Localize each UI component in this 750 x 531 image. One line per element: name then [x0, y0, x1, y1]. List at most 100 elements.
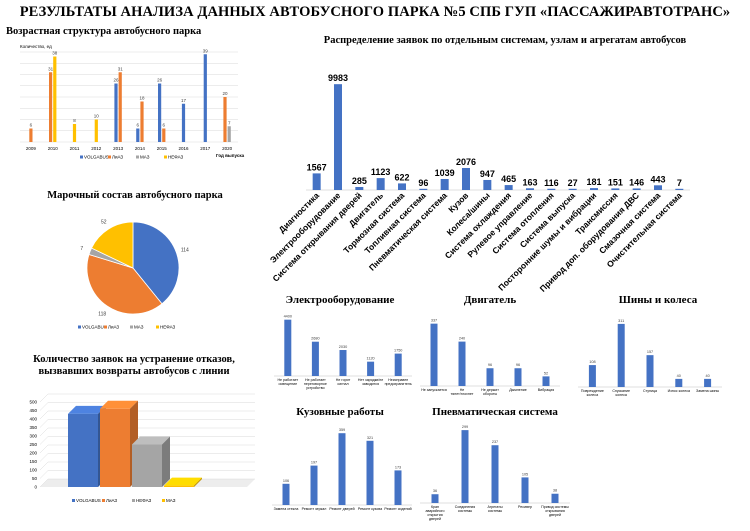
age-chart-bar-НЕФАЗ [72, 124, 77, 142]
engine-chart-tick-label: тянет/глохнет [451, 392, 474, 396]
pneumo-chart-data-label: 299 [462, 425, 468, 429]
electro-chart-tick-label: устройство [306, 386, 325, 390]
brand-pie-slice-ЛиАЗ [86, 254, 163, 315]
returns-chart-tick-label: 400 [29, 417, 37, 422]
age-chart-data-label: 38 [52, 51, 58, 56]
returns-chart-gridline [39, 402, 49, 411]
systems-chart-bar [611, 188, 620, 190]
systems-chart-data-label: 1567 [307, 162, 327, 172]
age-chart-data-label: 31 [118, 66, 124, 71]
engine-chart-data-label: 240 [459, 337, 465, 341]
age-chart-bar-VOLGABUS [114, 83, 118, 142]
age-chart-data-label: 26 [157, 78, 163, 83]
age-chart-bar-НЕФАЗ [94, 119, 98, 142]
systems-chart-data-label: 947 [480, 169, 495, 179]
pneumo-chart-tick-label: дверей [549, 513, 561, 517]
returns-chart-gridline [39, 393, 49, 403]
age-chart-data-label: 26 [113, 78, 119, 83]
age-chart-data-label: 18 [139, 96, 145, 101]
brand-legend-entry: ЛиАЗ [108, 325, 119, 330]
age-chart-tick-label: 2015 [157, 146, 168, 151]
pneumo-chart-data-label: 36 [433, 489, 437, 493]
systems-chart-tick-label: Система открывания дверей [270, 190, 363, 283]
pneumo-chart-bar [431, 494, 439, 503]
age-chart-legend-entry: VOLGABUS [84, 155, 109, 160]
pneumo-chart-data-label: 237 [492, 440, 498, 444]
tires-chart-title: Шины и колеса [618, 294, 698, 306]
pneumo-chart-tick-label: Кран [431, 505, 439, 509]
brand-legend-swatch [78, 325, 81, 329]
brand-pie-data-label: 52 [101, 219, 107, 225]
systems-chart-bar [355, 186, 364, 190]
returns-chart-tick-label: 50 [32, 476, 38, 481]
pneumo-chart-bar [551, 493, 559, 503]
returns-chart-tick-label: 0 [34, 485, 37, 490]
systems-chart-bar [590, 188, 598, 190]
returns-legend-entry: VOLGABUS [76, 498, 101, 503]
returns-legend-entry: НЕФАЗ [136, 498, 152, 503]
returns-bar-top-НЕФАЗ [132, 436, 170, 445]
systems-chart-bar [312, 173, 321, 190]
returns-legend-entry: ЛиАЗ [106, 498, 117, 503]
age-chart-tick-label: 2016 [178, 146, 189, 151]
systems-chart-bar [675, 188, 684, 190]
systems-chart-title: Распределение заявок по отдельным систем… [323, 35, 687, 46]
engine-chart-data-label: 337 [431, 319, 437, 323]
systems-chart-bar [654, 185, 662, 190]
age-chart-bar-НЕФАЗ [53, 56, 57, 142]
body-chart-data-label: 359 [339, 428, 345, 432]
brand-pie-slice-VOLGABUS [132, 221, 180, 305]
age-chart-legend-swatch [164, 155, 167, 159]
brand-legend-entry: МАЗ [134, 325, 144, 330]
brand-legend-swatch [130, 325, 133, 329]
pneumo-chart-data-label: 38 [553, 489, 557, 493]
tires-chart-tick-label: Спускание [612, 389, 630, 393]
age-chart-bar-VOLGABUS [181, 103, 186, 142]
pneumo-chart-tick-label: Соединения [455, 505, 476, 509]
body-chart-bar [394, 470, 402, 505]
electro-chart-data-label: 2030 [339, 345, 347, 349]
systems-chart-data-label: 163 [522, 177, 537, 187]
pneumo-chart-tick-label: аварийного [425, 509, 444, 513]
age-chart-data-label: 10 [94, 114, 100, 119]
pneumo-chart-title: Пневматическая система [432, 406, 558, 418]
body-chart-data-label: 173 [395, 465, 401, 469]
tires-chart-bar [675, 378, 683, 387]
age-chart-data-label: 8 [73, 118, 76, 123]
age-chart-tick-label: 2017 [200, 146, 211, 151]
electro-chart-bar [311, 341, 319, 376]
tires-chart-bar [617, 323, 625, 387]
age-chart-data-label: 6 [163, 123, 166, 128]
systems-chart-data-label: 9983 [328, 73, 348, 83]
tires-chart-tick-label: Повреждение [581, 389, 604, 393]
age-chart-bar-ЛиАЗ [162, 128, 166, 142]
brand-chart-title: Марочный состав автобусного парка [47, 190, 223, 201]
returns-chart-tick-label: 250 [29, 442, 37, 447]
systems-chart-data-label: 1039 [435, 168, 455, 178]
systems-chart-bar [483, 179, 492, 190]
body-chart-tick-label: Ремонт дверей [329, 507, 354, 511]
tires-chart-bar [646, 355, 654, 387]
electro-chart-tick-label: освещение [279, 382, 298, 386]
electro-chart-data-label: 1120 [367, 357, 375, 361]
brand-legend-swatch [104, 325, 107, 329]
body-chart-title: Кузовные работы [296, 406, 384, 418]
systems-chart-data-label: 7 [677, 178, 682, 188]
age-chart-tick-label: 2014 [135, 146, 146, 151]
systems-chart-data-label: 96 [418, 178, 428, 188]
electro-chart-tick-label: Нет зарядки/не [358, 378, 383, 382]
returns-legend-swatch [72, 499, 75, 502]
age-chart-bar-VOLGABUS [158, 83, 162, 142]
tires-chart-data-label: 40 [677, 374, 681, 378]
returns-chart-gridline [39, 410, 49, 420]
age-chart-legend-entry: ЛиАЗ [112, 155, 123, 160]
returns-chart-tick-label: 350 [29, 425, 37, 430]
engine-chart-tick-label: Не [460, 388, 465, 392]
electro-chart-data-label: 1750 [394, 349, 402, 353]
pneumo-chart-tick-label: системы [488, 509, 503, 513]
systems-chart-data-label: 27 [568, 178, 578, 188]
age-chart-bar-ЛиАЗ [223, 97, 227, 142]
age-chart-data-label: 39 [203, 48, 209, 53]
systems-chart-data-label: 151 [608, 177, 623, 187]
tires-chart-tick-label: колеса [615, 393, 626, 397]
